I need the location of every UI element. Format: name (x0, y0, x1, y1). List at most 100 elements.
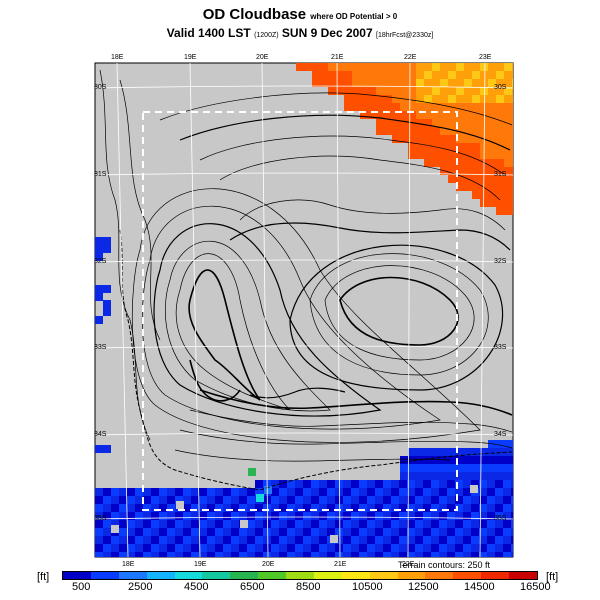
cloudbase-cell (456, 71, 464, 79)
cloudbase-cell (319, 504, 327, 512)
cloudbase-cell (143, 552, 151, 557)
cloudbase-cell (376, 103, 384, 111)
cloudbase-cell (231, 544, 239, 552)
cloudbase-cell (440, 87, 448, 95)
axis-tick-label: 34S (94, 431, 107, 438)
cloudbase-cell (400, 127, 408, 135)
cloudbase-cell (255, 512, 263, 520)
cloudbase-cell (343, 480, 351, 488)
cloudbase-cell (407, 488, 415, 496)
cloudbase-cell (223, 496, 231, 504)
cloudbase-cell (199, 552, 207, 557)
cloudbase-cell (439, 544, 447, 552)
cloudbase-cell (512, 167, 513, 175)
cloudbase-cell (511, 528, 513, 536)
cloudbase-cell (359, 496, 367, 504)
cloudbase-cell (496, 71, 504, 79)
cloudbase-cell (279, 480, 287, 488)
cloudbase-cell (352, 87, 360, 95)
axis-tick-label: 31S (94, 171, 107, 178)
cloudbase-cell (512, 183, 513, 191)
cloudbase-cell (143, 504, 151, 512)
cloudbase-cell (191, 552, 199, 557)
cloudbase-cell (279, 512, 287, 520)
axis-tick-label: 30S (494, 84, 507, 91)
cloudbase-cell (183, 536, 191, 544)
cloudbase-cell (495, 520, 503, 528)
cloudbase-cell (352, 79, 360, 87)
cloudbase-cell (95, 552, 103, 557)
cloudbase-cell (472, 167, 480, 175)
cloudbase-cell (471, 544, 479, 552)
cloudbase-cell (207, 536, 215, 544)
cloudbase-cell (440, 472, 448, 480)
cloudbase-cell (472, 71, 480, 79)
cloudbase-cell (408, 63, 416, 71)
cloudbase-cell (464, 167, 472, 175)
cloudbase-cell (512, 79, 513, 87)
axis-tick-label: 23E (479, 54, 492, 61)
cloudbase-cell (448, 71, 456, 79)
axis-tick-label: 32S (94, 258, 107, 265)
latitude-line (94, 516, 514, 520)
cloudbase-cell (448, 111, 456, 119)
cloudbase-cell (127, 520, 135, 528)
cloudbase-cell (416, 103, 424, 111)
cloudbase-cell (384, 127, 392, 135)
cloudbase-cell (464, 183, 472, 191)
cloudbase-cell (151, 496, 159, 504)
cloudbase-cell (415, 480, 423, 488)
cloudbase-cell (271, 512, 279, 520)
cloudbase-cell (336, 79, 344, 87)
cloudbase-cell (383, 552, 391, 557)
cloudbase-cell (344, 79, 352, 87)
cloudbase-cell (440, 95, 448, 103)
cloudbase-cell (247, 488, 255, 496)
cloudbase-cell (424, 448, 432, 456)
colorbar-swatch (286, 572, 314, 579)
longitude-line (116, 62, 129, 558)
cloudbase-cell (440, 71, 448, 79)
cloudbase-cell (408, 127, 416, 135)
cloudbase-cell (495, 504, 503, 512)
cloudbase-cell (456, 151, 464, 159)
cloudbase-cell (480, 87, 488, 95)
cloudbase-cell (407, 504, 415, 512)
cloudbase-cell (255, 520, 263, 528)
cloudbase-cell (295, 504, 303, 512)
cloudbase-cell (311, 552, 319, 557)
cloudbase-cell (375, 544, 383, 552)
colorbar-label: 2500 (128, 581, 153, 593)
cloudbase-cell (311, 544, 319, 552)
cloudbase-cell (496, 159, 504, 167)
cloudbase-cell (512, 143, 513, 151)
cloudbase-cell (167, 520, 175, 528)
cloudbase-cell (127, 544, 135, 552)
cloudbase-cell (432, 448, 440, 456)
cloudbase-cell (343, 496, 351, 504)
colorbar-label: 8500 (296, 581, 321, 593)
valid-time: Valid 1400 LST (1200Z) SUN 9 Dec 2007 [1… (166, 26, 434, 40)
cloudbase-cell (303, 528, 311, 536)
cloudbase-cell (207, 504, 215, 512)
cloudbase-cell (464, 159, 472, 167)
cloudbase-cell (135, 552, 143, 557)
cloudbase-cell (415, 504, 423, 512)
cloudbase-cell (279, 544, 287, 552)
cloudbase-cell (127, 536, 135, 544)
cloudbase-cell (503, 552, 511, 557)
cloudbase-cell (95, 293, 103, 301)
cloudbase-cell (432, 63, 440, 71)
cloudbase-cell (512, 119, 513, 127)
cloudbase-cell (463, 512, 471, 520)
domain-box (142, 111, 458, 511)
cloudbase-cell (424, 159, 432, 167)
cloudbase-cell (119, 488, 127, 496)
colorbar-swatch (397, 572, 426, 579)
cloudbase-cell (367, 528, 375, 536)
cloudbase-cell (343, 552, 351, 557)
cloudbase-cell (464, 71, 472, 79)
cloudbase-cell (511, 480, 513, 488)
cloudbase-cell (471, 496, 479, 504)
cloudbase-cell (503, 536, 511, 544)
